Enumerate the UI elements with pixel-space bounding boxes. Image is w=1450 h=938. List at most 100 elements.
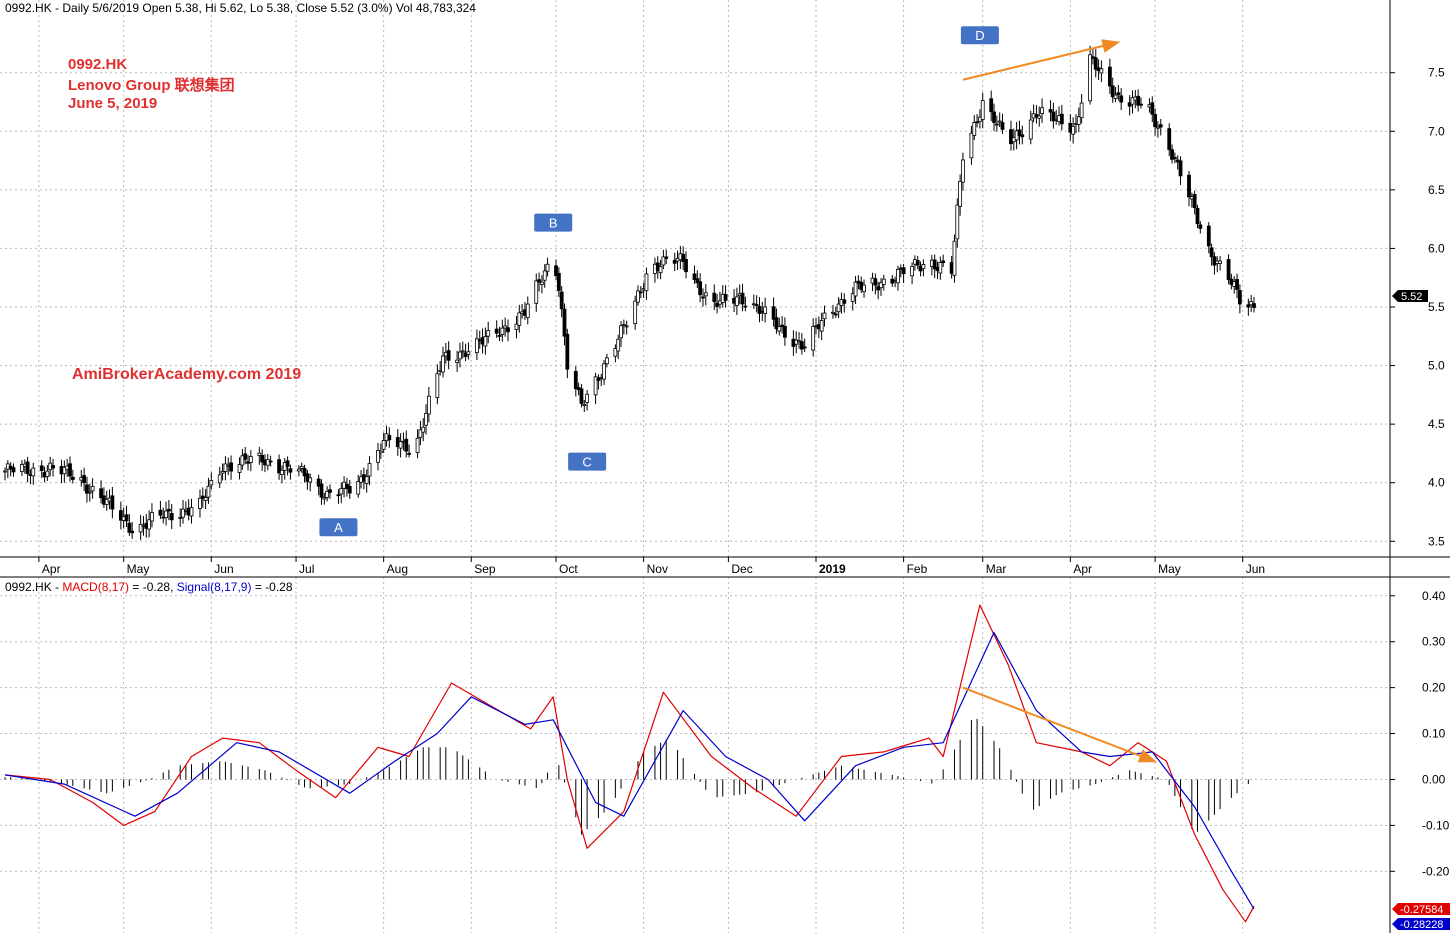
candle-body <box>1252 303 1256 308</box>
candle-body <box>842 299 847 304</box>
candle-body <box>1167 128 1172 150</box>
candle-body <box>1187 174 1191 198</box>
candle-body <box>328 489 332 493</box>
candle-body <box>1209 247 1214 258</box>
candle-body <box>503 325 508 329</box>
candle-body <box>302 468 307 477</box>
candle-body <box>862 284 866 293</box>
label-box-B <box>534 213 573 232</box>
candle-body <box>542 270 547 281</box>
candle-body <box>62 466 67 475</box>
date-tick-label: Jul <box>299 562 314 576</box>
candle-body <box>1170 149 1174 160</box>
signal-value: = -0.28 <box>251 580 292 594</box>
candle-body <box>1249 301 1254 306</box>
label-box-A <box>319 518 358 537</box>
candle-body <box>554 265 558 277</box>
candle-body <box>220 471 225 474</box>
candle-body <box>994 123 999 126</box>
candle-body <box>1198 224 1203 229</box>
candle-body <box>712 292 717 302</box>
candle-body <box>475 338 479 354</box>
candle-body <box>1051 111 1056 122</box>
candle-body <box>347 485 352 494</box>
candle-body <box>421 426 426 433</box>
candle-body <box>322 497 327 500</box>
candle-body <box>82 475 87 484</box>
candle-body <box>209 480 214 486</box>
candle-body <box>87 491 92 494</box>
candle-body <box>1136 95 1141 106</box>
price-tick-label: 6.5 <box>1428 183 1445 197</box>
candle-body <box>424 413 428 426</box>
candle-body <box>636 290 640 303</box>
candle-body <box>901 267 906 275</box>
candle-body <box>1048 109 1053 113</box>
candle-body <box>381 440 386 450</box>
candle-body <box>1088 54 1093 102</box>
candle-body <box>616 338 621 352</box>
candle-body <box>754 304 759 306</box>
trend-arrows <box>962 39 1157 763</box>
candle-body <box>938 262 943 274</box>
date-annotation: June 5, 2019 <box>68 95 157 112</box>
candle-body <box>952 240 957 276</box>
candle-body <box>672 259 677 264</box>
candle-body <box>896 269 900 284</box>
candle-body <box>124 514 129 522</box>
candle-body <box>299 465 304 469</box>
candle-body <box>364 476 369 484</box>
candle-body <box>802 346 807 349</box>
candle-body <box>1172 157 1177 159</box>
candle-body <box>989 98 994 113</box>
candle-body <box>941 260 946 263</box>
candle-body <box>1130 97 1135 105</box>
candle-body <box>138 523 143 533</box>
candle-body <box>1192 194 1197 209</box>
candle-body <box>1059 113 1064 125</box>
candle-body <box>534 280 539 304</box>
candle-body <box>164 510 168 519</box>
price-tick-label: 7.5 <box>1428 66 1445 80</box>
candle-body <box>525 303 530 318</box>
candle-body <box>1237 290 1242 305</box>
candle-body <box>178 517 183 519</box>
candle-body <box>426 395 431 415</box>
candle-body <box>466 351 471 355</box>
price-tick-label: 4.0 <box>1428 476 1445 490</box>
candle-body <box>455 359 460 363</box>
candlestick-series <box>3 45 1256 541</box>
macd-tick-label: 0.00 <box>1422 772 1446 786</box>
macd-title-prefix: 0992.HK - <box>5 580 62 594</box>
candle-body <box>701 296 705 299</box>
candle-body <box>68 463 72 477</box>
price-tick-label: 4.5 <box>1428 417 1445 431</box>
candle-body <box>376 450 380 463</box>
candle-body <box>763 306 768 314</box>
candle-body <box>517 312 522 326</box>
signal-value-badge: -0.28228 <box>1392 918 1450 931</box>
candle-body <box>25 461 30 475</box>
price-tick-label: 5.0 <box>1428 359 1445 373</box>
candle-body <box>740 292 745 305</box>
label-box-D <box>960 26 999 45</box>
candle-body <box>579 388 584 404</box>
candle-body <box>407 452 411 455</box>
date-tick-label: Apr <box>42 562 61 576</box>
date-tick-label: Dec <box>731 562 752 576</box>
candle-body <box>1150 102 1155 115</box>
candle-body <box>104 499 109 505</box>
candle-body <box>573 371 578 390</box>
price-tick-label: 7.0 <box>1428 124 1445 138</box>
candle-body <box>1040 107 1044 114</box>
candle-body <box>147 519 152 530</box>
candle-body <box>562 308 567 337</box>
candle-body <box>3 470 7 473</box>
macd-line <box>4 604 1255 923</box>
macd-tick-label: 0.30 <box>1422 635 1446 649</box>
candle-body <box>237 464 242 473</box>
candle-body <box>596 377 601 381</box>
candle-body <box>619 325 623 339</box>
candle-body <box>698 281 703 296</box>
